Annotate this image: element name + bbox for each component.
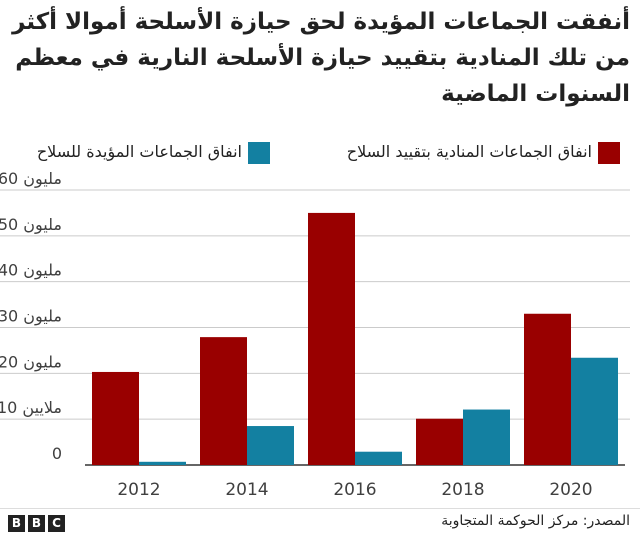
chart-title: أنفقت الجماعات المؤيدة لحق حيازة الأسلحة… bbox=[12, 9, 630, 107]
footer-divider bbox=[0, 508, 640, 509]
bar-pro-2020 bbox=[571, 357, 618, 465]
bbc-logo-letter: B bbox=[28, 515, 45, 532]
bar-control-2020 bbox=[524, 313, 571, 465]
y-tick-label: $40 مليون bbox=[0, 261, 62, 281]
y-tick-label: $60 مليون bbox=[0, 170, 62, 189]
bar-layer bbox=[92, 212, 618, 465]
legend-label-control: انفاق الجماعات المنادية بتقييد السلاح bbox=[346, 142, 592, 161]
bar-pro-2012 bbox=[139, 461, 186, 465]
x-tick-label: 2016 bbox=[333, 480, 376, 500]
legend-label-pro: انفاق الجماعات المؤيدة للسلاح bbox=[36, 142, 242, 161]
bar-pro-2016 bbox=[355, 451, 402, 465]
legend-swatch-pro bbox=[248, 141, 270, 164]
bar-chart: 0 $10 ملايين $20 مليون $30 مليون $40 مليون $5… bbox=[0, 170, 630, 500]
legend-swatch-control bbox=[598, 141, 620, 164]
bar-control-2012 bbox=[92, 371, 139, 465]
bar-pro-2018 bbox=[463, 409, 510, 465]
y-tick-label: 0 bbox=[52, 444, 62, 463]
x-tick-label: 2020 bbox=[549, 480, 592, 500]
bar-pro-2014 bbox=[247, 426, 294, 465]
legend-item-control: انفاق الجماعات المنادية بتقييد السلاح bbox=[347, 138, 620, 166]
bar-control-2016 bbox=[308, 212, 355, 465]
bar-control-2014 bbox=[200, 337, 247, 465]
bbc-logo-letter: C bbox=[48, 515, 65, 532]
bbc-logo-letter: B bbox=[8, 515, 25, 532]
y-tick-label: $10 ملايين bbox=[0, 398, 62, 418]
y-tick-label: $30 مليون bbox=[0, 307, 62, 327]
legend-item-pro: انفاق الجماعات المؤيدة للسلاح bbox=[37, 138, 270, 166]
chart-legend: انفاق الجماعات المنادية بتقييد السلاح ان… bbox=[0, 138, 630, 168]
x-tick-label: 2014 bbox=[225, 480, 268, 500]
y-tick-label: $50 مليون bbox=[0, 215, 62, 235]
y-tick-label: $20 مليون bbox=[0, 352, 62, 372]
source-note: المصدر: مركز الحوكمة المتجاوبة bbox=[441, 513, 630, 529]
x-tick-label: 2012 bbox=[117, 480, 160, 500]
bar-control-2018 bbox=[416, 418, 463, 465]
bbc-logo: B B C bbox=[8, 515, 65, 532]
x-tick-label: 2018 bbox=[441, 480, 484, 500]
label-layer: 0 $10 ملايين $20 مليون $30 مليون $40 مليون $5… bbox=[0, 170, 593, 500]
